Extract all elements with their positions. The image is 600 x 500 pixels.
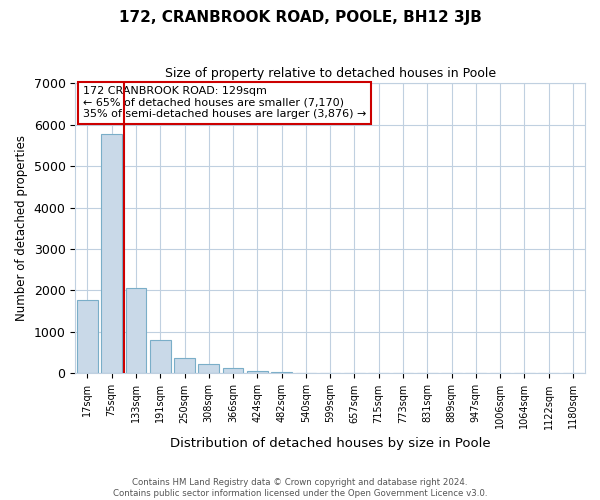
Bar xyxy=(125,288,146,374)
Bar xyxy=(77,300,98,374)
X-axis label: Distribution of detached houses by size in Poole: Distribution of detached houses by size … xyxy=(170,437,490,450)
Bar xyxy=(247,371,268,374)
Text: 172, CRANBROOK ROAD, POOLE, BH12 3JB: 172, CRANBROOK ROAD, POOLE, BH12 3JB xyxy=(119,10,481,25)
Text: 172 CRANBROOK ROAD: 129sqm
← 65% of detached houses are smaller (7,170)
35% of s: 172 CRANBROOK ROAD: 129sqm ← 65% of deta… xyxy=(83,86,366,119)
Bar xyxy=(199,364,219,374)
Bar xyxy=(174,358,195,374)
Bar xyxy=(101,134,122,374)
Bar xyxy=(223,368,244,374)
Title: Size of property relative to detached houses in Poole: Size of property relative to detached ho… xyxy=(164,68,496,80)
Bar xyxy=(150,340,170,374)
Y-axis label: Number of detached properties: Number of detached properties xyxy=(15,135,28,322)
Text: Contains HM Land Registry data © Crown copyright and database right 2024.
Contai: Contains HM Land Registry data © Crown c… xyxy=(113,478,487,498)
Bar xyxy=(271,372,292,374)
